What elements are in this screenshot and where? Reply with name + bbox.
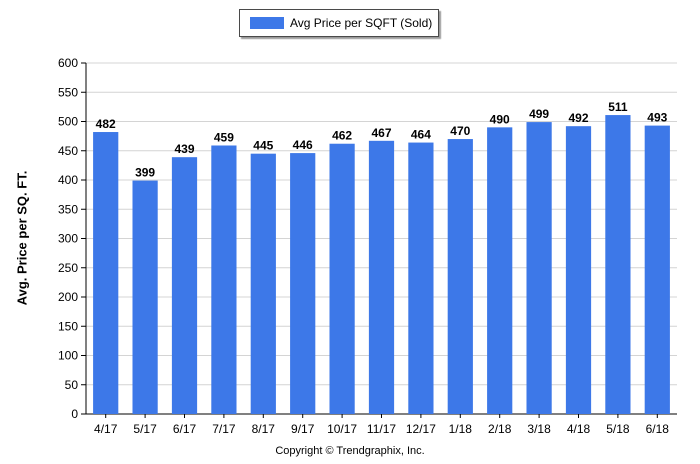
data-label: 490 <box>490 112 510 126</box>
bar <box>290 153 316 414</box>
x-tick-label: 7/17 <box>212 422 236 436</box>
y-tick-label: 400 <box>58 173 78 187</box>
x-tick-label: 4/18 <box>567 422 591 436</box>
bar <box>329 143 355 415</box>
y-tick-label: 450 <box>58 144 78 158</box>
bar <box>132 180 158 414</box>
y-tick-label: 600 <box>58 56 78 70</box>
data-label: 462 <box>332 129 352 143</box>
data-label: 467 <box>371 126 391 140</box>
data-label: 492 <box>568 111 588 125</box>
x-tick-label: 11/17 <box>367 422 396 436</box>
x-tick-label: 6/18 <box>646 422 670 436</box>
data-label: 459 <box>214 130 234 144</box>
y-tick-label: 500 <box>58 115 78 129</box>
data-label: 482 <box>96 117 116 131</box>
x-tick-label: 5/17 <box>133 422 157 436</box>
data-label: 464 <box>411 128 431 142</box>
bar <box>487 127 513 414</box>
data-label: 439 <box>174 142 194 156</box>
bar <box>408 142 434 414</box>
y-tick-label: 300 <box>58 232 78 246</box>
bar <box>250 153 276 415</box>
x-tick-label: 9/17 <box>291 422 315 436</box>
data-label: 445 <box>253 139 273 153</box>
x-tick-label: 10/17 <box>327 422 357 436</box>
legend-swatch <box>250 17 284 29</box>
x-tick-label: 3/18 <box>527 422 551 436</box>
data-label: 493 <box>647 111 667 125</box>
bar <box>605 115 631 414</box>
legend: Avg Price per SQFT (Sold) <box>239 9 439 37</box>
x-tick-label: 2/18 <box>488 422 512 436</box>
data-label: 446 <box>293 138 313 152</box>
bar <box>368 140 395 414</box>
x-tick-label: 4/17 <box>94 422 118 436</box>
y-tick-label: 50 <box>65 378 79 392</box>
data-label: 499 <box>529 107 549 121</box>
bar <box>171 157 198 414</box>
y-tick-label: 200 <box>58 290 78 304</box>
y-tick-label: 250 <box>58 261 78 275</box>
x-tick-label: 8/17 <box>252 422 276 436</box>
bar <box>526 122 552 415</box>
y-tick-label: 550 <box>58 85 78 99</box>
bar <box>644 125 670 414</box>
y-tick-label: 100 <box>58 349 78 363</box>
y-tick-label: 0 <box>71 407 78 421</box>
legend-label: Avg Price per SQFT (Sold) <box>290 16 433 30</box>
y-tick-label: 350 <box>58 202 78 216</box>
bar <box>93 132 119 414</box>
data-label: 511 <box>608 100 628 114</box>
bar <box>211 145 237 415</box>
data-label: 470 <box>450 124 470 138</box>
x-tick-label: 12/17 <box>406 422 436 436</box>
copyright-text: Copyright © Trendgraphix, Inc. <box>275 445 425 457</box>
x-tick-label: 1/18 <box>449 422 473 436</box>
bar <box>565 126 592 415</box>
bar <box>447 139 473 415</box>
y-tick-label: 150 <box>58 319 78 333</box>
data-label: 399 <box>135 166 155 180</box>
x-tick-label: 6/17 <box>173 422 197 436</box>
x-tick-label: 5/18 <box>606 422 630 436</box>
